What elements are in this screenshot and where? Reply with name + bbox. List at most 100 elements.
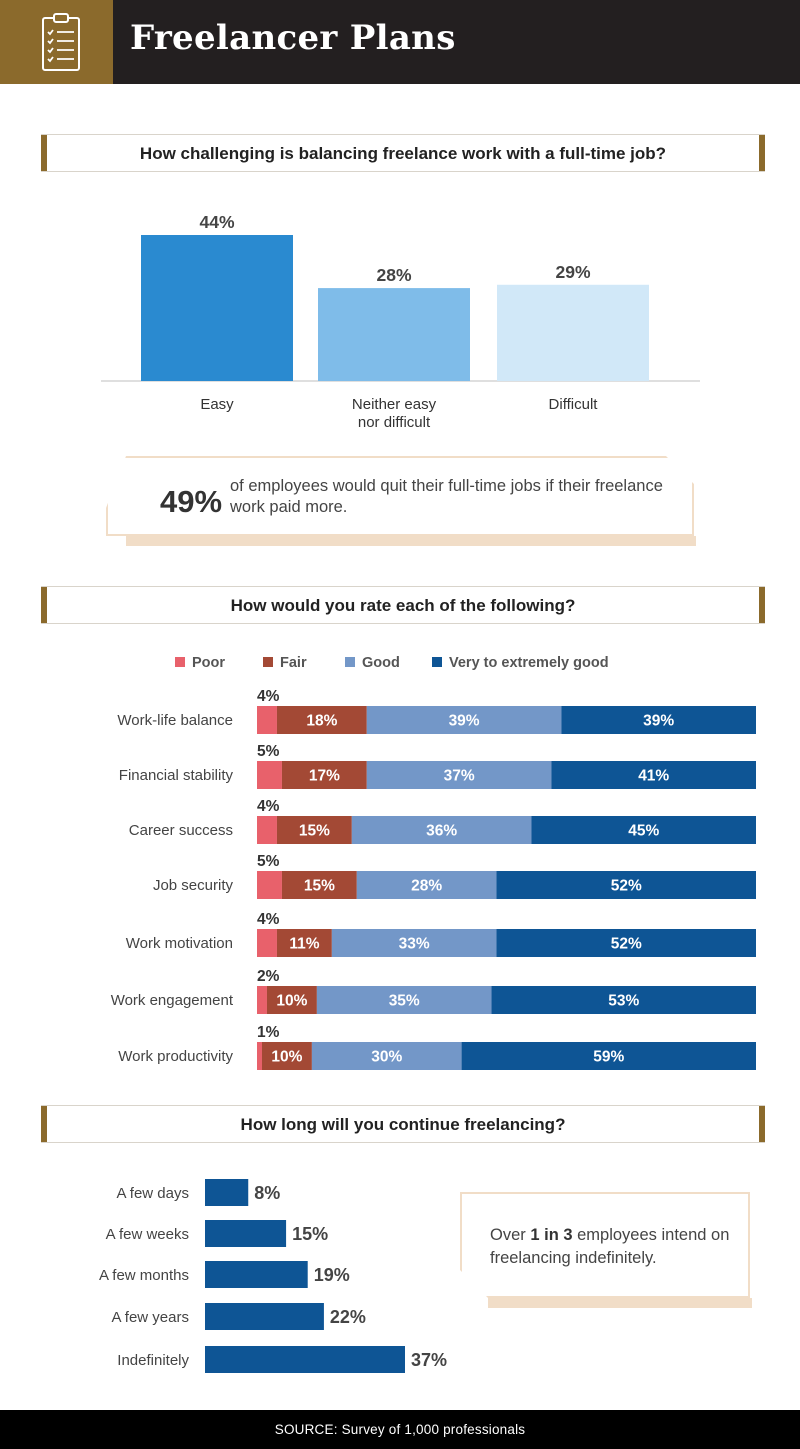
ratings-segment <box>261 1042 312 1070</box>
quit-jobs-callout <box>106 456 696 546</box>
continue-value-label: 22% <box>330 1307 366 1327</box>
ratings-value-label: 5% <box>257 743 280 760</box>
continue-bar-chart: A few days 8% A few weeks 15% A few months 19… <box>99 1179 447 1373</box>
ratings-value-label: 18% <box>306 713 337 730</box>
ratings-value-label: 33% <box>399 936 430 953</box>
clipboard-checklist-icon <box>42 13 80 71</box>
section-title-ratings: How would you rate each of the following… <box>230 596 576 615</box>
callout-text: of employees would quit their full-time … <box>230 477 663 516</box>
section-banner-continue: How long will you continue freelancing? <box>41 1105 765 1143</box>
legend-swatch-fair <box>263 657 273 667</box>
ratings-value-label: 5% <box>257 853 280 870</box>
legend-item-very-good: Very to extremely good <box>432 655 609 671</box>
section-title-continue: How long will you continue freelancing? <box>240 1115 566 1134</box>
ratings-segment <box>496 871 756 899</box>
ratings-value-label: 1% <box>257 1024 280 1041</box>
balance-category-label: Difficult <box>549 396 599 413</box>
legend-swatch-poor <box>175 657 185 667</box>
continue-bar <box>205 1261 308 1288</box>
balance-value-label: 29% <box>555 262 590 282</box>
continue-bar <box>205 1303 324 1330</box>
ratings-value-label: 59% <box>593 1049 624 1066</box>
balance-value-label: 44% <box>199 212 234 232</box>
continue-value-label: 37% <box>411 1350 447 1370</box>
ratings-value-label: 39% <box>449 713 480 730</box>
ratings-value-label: 30% <box>371 1049 402 1066</box>
ratings-segment <box>276 816 352 844</box>
ratings-segment <box>366 706 562 734</box>
ratings-segment <box>496 929 756 957</box>
ratings-value-label: 45% <box>628 823 659 840</box>
callout-shadow <box>488 1298 752 1308</box>
balance-bar <box>141 235 293 381</box>
ratings-category-label: Financial stability <box>119 767 234 784</box>
continue-value-label: 15% <box>292 1224 328 1244</box>
ratings-stacked-bar-chart: Work-life balance 4% 18% 39% 39% Financial st… <box>111 688 756 1070</box>
ratings-value-label: 15% <box>299 823 330 840</box>
ratings-segment <box>257 706 277 734</box>
ratings-segment <box>257 1042 262 1070</box>
balance-bar <box>318 288 470 381</box>
continue-bar <box>205 1179 249 1206</box>
callout-box <box>106 456 694 536</box>
ratings-segment <box>281 871 357 899</box>
ratings-value-label: 10% <box>276 993 307 1010</box>
balance-bar <box>497 284 649 381</box>
continue-category-label: A few weeks <box>106 1226 189 1243</box>
legend-swatch-good <box>345 657 355 667</box>
ratings-segment <box>356 871 497 899</box>
ratings-value-label: 52% <box>611 936 642 953</box>
ratings-value-label: 4% <box>257 688 280 705</box>
ratings-segment <box>531 816 756 844</box>
ratings-category-label: Work productivity <box>118 1048 233 1065</box>
header-icon-box <box>0 0 113 84</box>
ratings-value-label: 10% <box>271 1049 302 1066</box>
ratings-value-label: 41% <box>638 768 669 785</box>
banner-accent-right <box>759 1106 765 1142</box>
continue-category-label: A few years <box>111 1309 189 1326</box>
ratings-value-label: 15% <box>304 878 335 895</box>
ratings-value-label: 17% <box>309 768 340 785</box>
balance-category-label: Neither easy <box>352 396 437 413</box>
ratings-segment <box>351 816 532 844</box>
banner-accent-left <box>41 135 47 171</box>
legend-item-poor: Poor <box>175 655 225 671</box>
legend-item-fair: Fair <box>263 655 307 671</box>
callout-text: Over 1 in 3 employees intend on freelanc… <box>490 1224 730 1270</box>
ratings-segment <box>491 986 756 1014</box>
ratings-category-label: Job security <box>153 877 234 894</box>
ratings-segment <box>281 761 367 789</box>
ratings-value-label: 36% <box>426 823 457 840</box>
legend-label-good: Good <box>362 655 400 671</box>
continue-bar <box>205 1220 287 1247</box>
callout-text-post: employees intend on freelancing indefini… <box>490 1226 730 1267</box>
callout-text-pre: Over <box>490 1226 531 1244</box>
page-title: Freelancer Plans <box>130 18 456 58</box>
ratings-segment <box>257 871 282 899</box>
callout-shadow <box>126 536 696 546</box>
banner-accent-left <box>41 1106 47 1142</box>
ratings-segment <box>257 761 282 789</box>
continue-category-label: A few days <box>116 1185 189 1202</box>
balance-category-label: Easy <box>200 396 234 413</box>
balance-value-label: 28% <box>376 265 411 285</box>
footer-bar: SOURCE: Survey of 1,000 professionals <box>0 1410 800 1449</box>
ratings-category-label: Work-life balance <box>117 712 233 729</box>
ratings-value-label: 39% <box>643 713 674 730</box>
ratings-segment <box>461 1042 756 1070</box>
header-bar: Freelancer Plans <box>0 0 800 84</box>
legend-label-poor: Poor <box>192 655 226 671</box>
ratings-segment <box>316 986 492 1014</box>
ratings-value-label: 35% <box>389 993 420 1010</box>
ratings-category-label: Work engagement <box>111 992 234 1009</box>
continue-value-label: 8% <box>254 1183 280 1203</box>
legend-label-fair: Fair <box>280 655 307 671</box>
ratings-segment <box>311 1042 462 1070</box>
ratings-segment <box>366 761 552 789</box>
callout-box <box>460 1192 750 1298</box>
section-title-balance: How challenging is balancing freelance w… <box>139 144 667 163</box>
balance-category-label: nor difficult <box>358 414 431 431</box>
callout-stat: 49% <box>160 484 223 519</box>
continue-value-label: 19% <box>314 1265 350 1285</box>
